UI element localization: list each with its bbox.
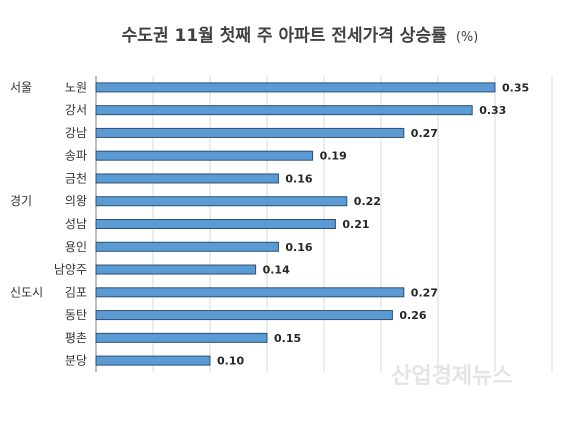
chart-title: 수도권 11월 첫째 주 아파트 전세가격 상승률 (%) [122,25,479,46]
category-label: 동탄 [65,308,87,322]
value-label: 0.16 [285,172,312,185]
bar-강남 [95,127,405,138]
value-label: 0.26 [399,309,426,322]
bar-강서 [95,105,473,116]
bar-남양주 [95,264,257,275]
bar-노원 [95,82,496,93]
group-label: 신도시 [10,285,43,299]
value-label: 0.15 [274,332,301,345]
bars [95,82,496,366]
bar-평촌 [95,332,268,343]
category-label: 송파 [65,149,87,163]
value-label: 0.35 [502,81,529,94]
category-label: 강남 [65,126,87,140]
value-label: 0.14 [263,264,290,277]
group-label: 경기 [10,194,32,208]
value-label: 0.22 [354,195,381,208]
category-label: 용인 [65,240,87,254]
value-label: 0.33 [479,104,506,117]
value-label: 0.10 [217,355,244,368]
category-label: 노원 [65,80,87,94]
group-label: 서울 [10,80,32,94]
category-label: 강서 [65,103,87,117]
value-labels: 0.35 0.33 0.27 0.19 0.16 0.22 0.21 0.16 0.14 0.27… [217,81,529,367]
category-label: 금천 [65,170,87,185]
value-label: 0.19 [320,150,347,163]
bar-동탄 [95,310,393,321]
category-label: 의왕 [65,194,87,208]
category-label: 평촌 [65,331,87,345]
bar-용인 [95,241,279,252]
bar-분당 [95,355,211,366]
chart-title-text: 수도권 11월 첫째 주 아파트 전세가격 상승률 [122,25,447,46]
bar-금천 [95,173,279,184]
category-label: 김포 [65,285,87,299]
category-label: 분당 [65,354,87,368]
bar-송파 [95,150,314,161]
value-label: 0.16 [285,241,312,254]
value-label: 0.21 [342,218,369,231]
category-label: 남양주 [54,263,87,277]
watermark: 산업경제뉴스 [391,364,512,389]
value-label: 0.27 [411,286,438,299]
bar-김포 [95,287,405,298]
bar-의왕 [95,196,348,207]
category-label: 성남 [65,217,87,231]
value-label: 0.27 [411,127,438,140]
chart-unit: (%) [456,30,479,45]
bar-성남 [95,219,336,229]
